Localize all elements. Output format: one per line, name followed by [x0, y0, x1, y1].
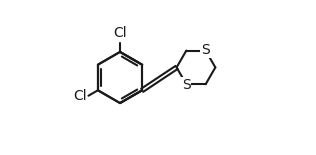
Text: S: S: [182, 78, 191, 92]
Text: Cl: Cl: [113, 26, 127, 40]
Text: Cl: Cl: [73, 89, 87, 103]
Text: S: S: [201, 43, 210, 57]
